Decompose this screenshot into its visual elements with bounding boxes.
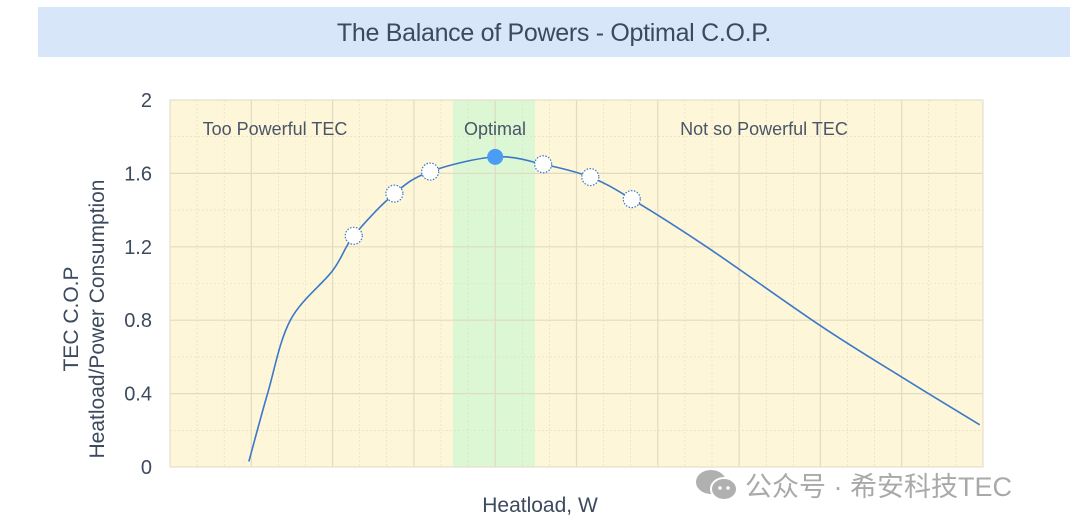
y-tick-label: 0.8 bbox=[124, 310, 152, 332]
data-point bbox=[581, 167, 600, 187]
data-point bbox=[622, 189, 641, 209]
data-point bbox=[534, 155, 553, 174]
y-tick-label: 1.6 bbox=[124, 163, 152, 185]
watermark-text: 公众号 · 希安科技TEC bbox=[745, 472, 1012, 502]
y-axis-label: TEC C.O.P Heatload/Power Consumption bbox=[59, 129, 111, 509]
y-tick-label: 0.4 bbox=[124, 384, 152, 406]
series-line bbox=[248, 155, 981, 462]
data-point bbox=[421, 162, 440, 181]
region-label: Optimal bbox=[464, 119, 526, 139]
chart-title: The Balance of Powers - Optimal C.O.P. bbox=[38, 7, 1070, 57]
x-axis-label: Heatload, W bbox=[482, 494, 598, 517]
watermark: 公众号 · 希安科技TEC bbox=[695, 465, 1012, 504]
data-point bbox=[385, 184, 404, 203]
region-label: Not so Powerful TEC bbox=[680, 119, 848, 139]
y-tick-label: 2 bbox=[141, 90, 152, 112]
y-tick-label: 1.2 bbox=[124, 237, 152, 259]
y-axis-label-line2: Heatload/Power Consumption bbox=[86, 179, 109, 459]
data-point bbox=[344, 226, 363, 245]
plot-border bbox=[169, 99, 984, 468]
optimal-point bbox=[487, 148, 504, 165]
y-tick-label: 0 bbox=[141, 457, 152, 479]
region-label: Too Powerful TEC bbox=[203, 119, 348, 139]
wechat-icon bbox=[696, 469, 738, 501]
y-axis-label-line1: TEC C.O.P bbox=[60, 266, 83, 372]
